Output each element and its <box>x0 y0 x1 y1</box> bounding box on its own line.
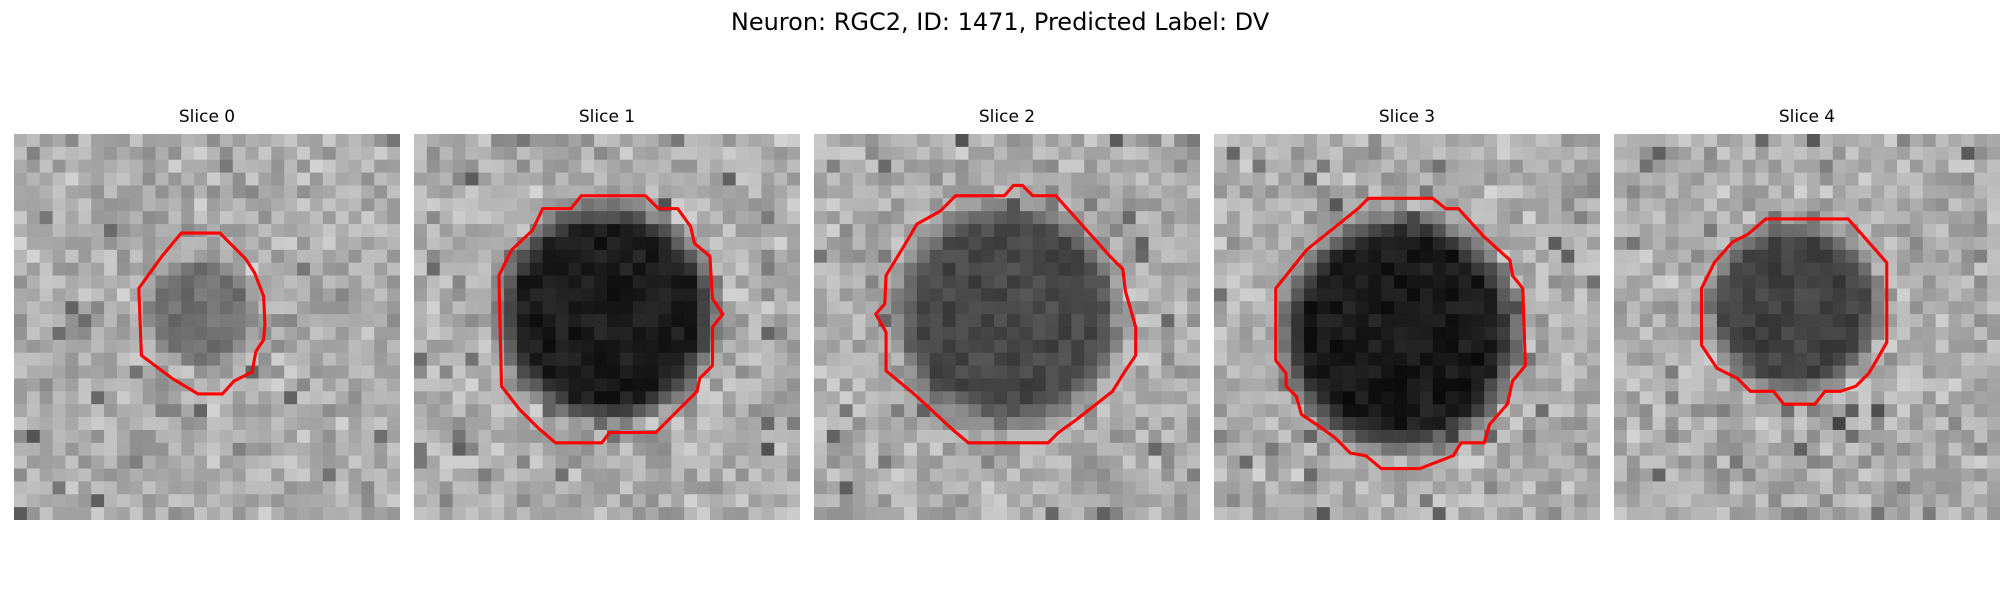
pixel-grid <box>1214 134 1600 520</box>
slice-title: Slice 4 <box>1778 107 1836 127</box>
neuron-contour <box>1274 196 1527 471</box>
slice-title: Slice 2 <box>978 107 1036 127</box>
figure-title: Neuron: RGC2, ID: 1471, Predicted Label:… <box>730 8 1270 36</box>
pixel-grid <box>14 134 400 520</box>
neuron-contour <box>873 183 1138 445</box>
slice-panel-2: Slice 2 <box>814 106 1200 520</box>
slice-panel-4: Slice 4 <box>1614 106 2000 520</box>
slice-title: Slice 3 <box>1378 107 1436 127</box>
slice-image <box>1614 134 2000 520</box>
neuron-contour <box>497 194 725 445</box>
slice-title: Slice 0 <box>178 107 236 127</box>
pixel-grid <box>814 134 1200 520</box>
pixel-grid <box>1614 134 2000 520</box>
slice-image <box>14 134 400 520</box>
slice-image <box>814 134 1200 520</box>
slice-title: Slice 1 <box>578 107 636 127</box>
slice-panel-0: Slice 0 <box>14 106 400 520</box>
pixel-grid <box>414 134 800 520</box>
neuron-contour <box>1699 217 1889 406</box>
slice-panel-3: Slice 3 <box>1214 106 1600 520</box>
slice-panel-1: Slice 1 <box>414 106 800 520</box>
neuron-contour <box>137 231 267 396</box>
slice-image <box>414 134 800 520</box>
slice-image <box>1214 134 1600 520</box>
